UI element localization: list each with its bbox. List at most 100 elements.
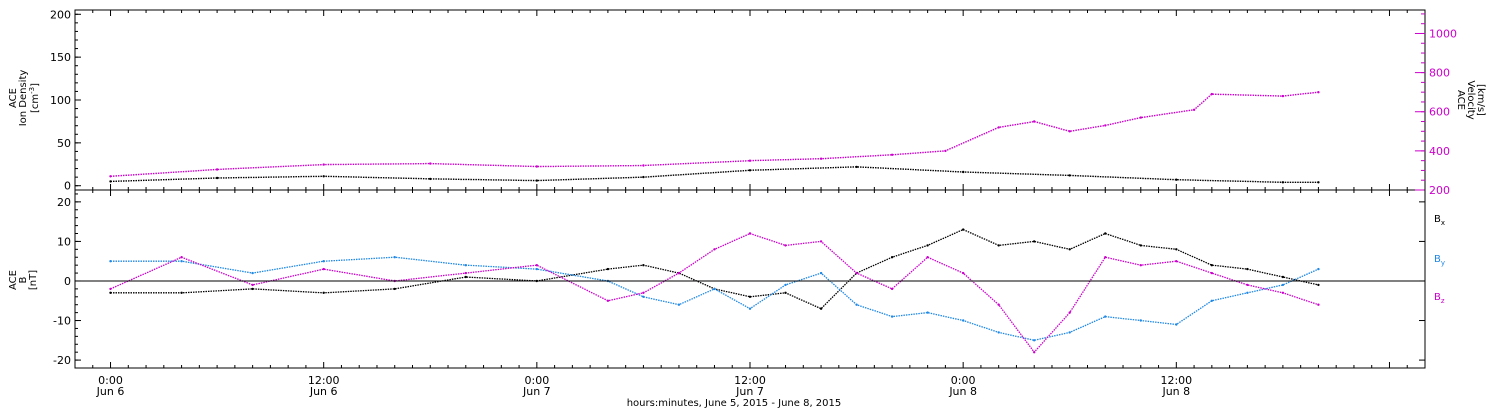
bottom-series-0-point [109,291,112,294]
axes: 0 50 100 150 200 200 400 600 800 1000 -20 -10 0 10 20 0… [50,8,1457,398]
top-series-1-point [1210,92,1214,96]
bottom-series-1-point [1317,267,1320,271]
top-left-tick-label: 50 [57,137,71,150]
bottom-series-2-point [464,271,467,275]
ion-density-unit: [cm-3] [28,83,41,113]
top-left-tick-label: 100 [50,94,71,107]
bottom-series-2-point [606,299,610,302]
bottom-series-2-point [890,287,894,291]
bottom-series-0-point [1104,232,1107,235]
top-series-1-point [322,163,325,166]
bottom-left-tick-label: 10 [57,235,71,248]
top-series-1-point [890,153,894,156]
bottom-series-1-point [855,303,858,306]
x-tick-time-label: 0:00 [524,374,549,387]
b-field-label-line1: ACE [8,270,19,290]
bottom-series-1-point [1104,315,1107,318]
top-series-0-point [215,176,219,180]
top-series-1-point [1317,91,1320,94]
bottom-series-2-point [1175,260,1178,263]
bottom-series-0-point [926,244,929,247]
legend-bz-sub: z [1441,297,1445,305]
top-series-1-point [109,175,112,178]
bottom-series-1-point [890,315,894,318]
bottom-left-tick-label: 20 [57,196,71,209]
legend-by: By [1434,254,1445,267]
bottom-series-2-point [962,271,965,275]
bottom-series-0-point [1175,248,1178,251]
b-field-unit: [nT] [28,270,39,290]
bottom-series-2-point [1139,264,1143,267]
ion-density-label-line2: Ion Density [18,70,29,127]
legend-by-sub: y [1441,259,1445,267]
bottom-series-1-point [677,303,681,306]
top-right-tick-label: 600 [1429,106,1450,119]
top-right-tick-label: 1000 [1429,27,1457,40]
ion-density-label-line1: ACE [8,88,19,108]
top-left-tick-label: 0 [64,180,71,193]
bottom-series-1-point [642,295,645,298]
bottom-series-2-point [819,240,823,243]
top-series-1-point [997,126,1000,129]
bottom-series-1-point [1033,339,1036,342]
top-series-1-line [110,91,1319,177]
bottom-series-2-point [180,256,183,259]
legend-bz: Bz [1434,292,1445,305]
bottom-left-tick-label: -10 [53,315,71,328]
top-series-0-point [1317,181,1320,184]
bottom-series-2-point [251,283,254,287]
x-tick-time-label: 12:00 [734,374,766,387]
bottom-series-1-point [819,271,823,275]
top-right-tick-label: 800 [1429,67,1450,80]
bottom-series-2-point [1033,351,1036,354]
top-series-0-point [748,169,752,172]
bottom-series-2-point [855,271,858,275]
bottom-series-1-point [322,260,325,263]
bottom-series-0-point [962,228,965,231]
velocity-label-line2: Velocity [1465,80,1476,119]
top-series-1-point [944,149,947,153]
top-series-0-point [855,165,858,169]
bottom-series-1-point [1068,331,1071,334]
top-series-0-point [429,177,432,181]
top-right-tick-label: 200 [1429,184,1450,197]
bottom-left-tick-label: 0 [64,275,71,288]
top-series-0-point [1068,174,1071,177]
top-right-tick-label: 400 [1429,145,1450,158]
top-series-1-point [1139,116,1143,119]
bottom-series-2-point [535,264,538,267]
x-tick-time-label: 12:00 [1160,374,1192,387]
top-series-0-point [322,175,325,178]
top-series-1-point [1104,124,1107,127]
bottom-series-1-point [926,311,929,314]
top-left-tick-label: 150 [50,51,71,64]
top-series-0-point [1175,178,1178,181]
bottom-series-0-point [1210,264,1214,267]
bottom-series-2-point [642,291,645,294]
ion-density-unit-sup: -3 [28,87,36,94]
bottom-series-1-point [393,256,396,259]
top-series-0-line [110,166,1319,183]
x-tick-time-label: 0:00 [98,374,123,387]
bottom-series-2-point [748,232,752,235]
bottom-series-0-point [1068,248,1071,251]
x-tick-date-label: Jun 6 [96,385,125,398]
top-series-1-point [1281,94,1285,98]
x-tick-date-label: Jun 7 [522,385,551,398]
top-series-0-point [1281,181,1285,184]
bottom-series-1-point [180,260,183,263]
bottom-series-1-point [784,283,787,287]
x-tick-date-label: Jun 8 [948,385,977,398]
ion-density-unit-close: ] [30,83,41,87]
bottom-series-2-point [1068,311,1071,314]
bottom-series-2-point [1104,256,1107,259]
velocity-unit: [km/s] [1475,84,1486,116]
bottom-series-1-point [962,319,965,322]
bottom-series-0-point [464,275,467,279]
b-field-label-line2: B [18,276,29,283]
bottom-series-1-point [109,260,112,263]
bottom-series-1-point [535,267,538,271]
ion-density-axis-label: ACE Ion Density [cm-3] [8,70,41,127]
legend-by-base: B [1434,254,1441,265]
